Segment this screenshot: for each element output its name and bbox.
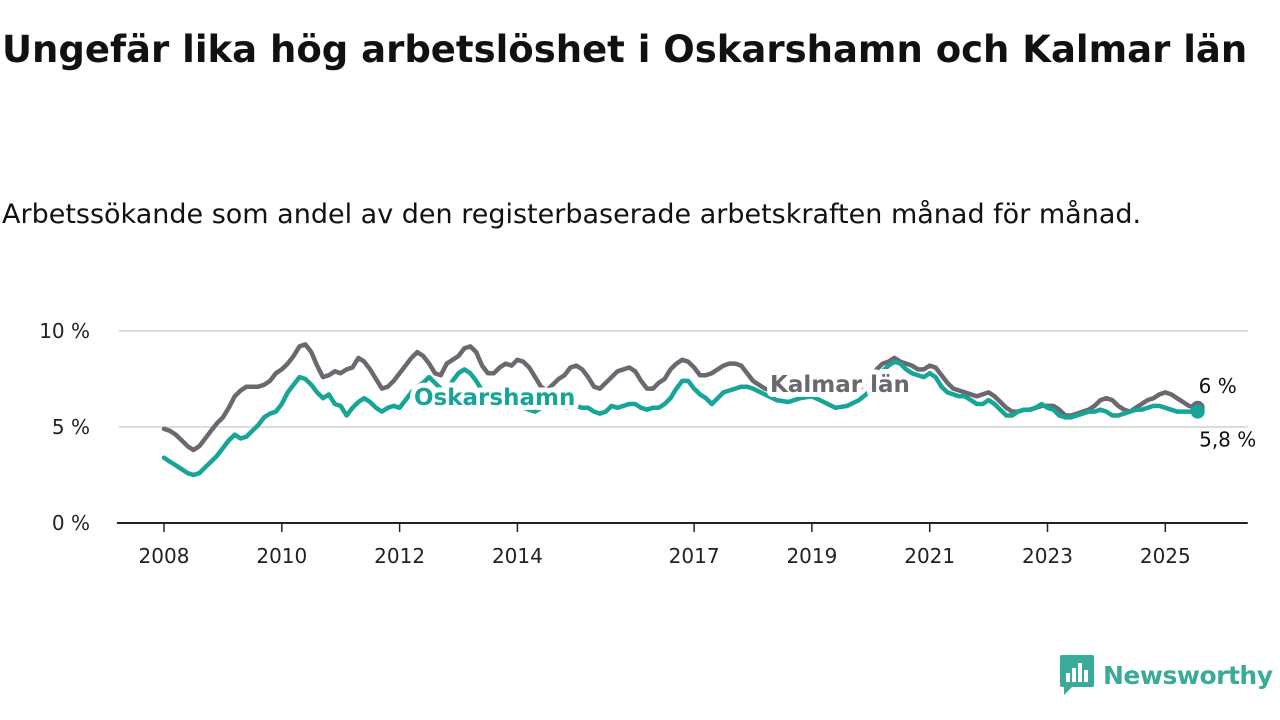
x-tick-label: 2019 <box>786 544 837 568</box>
chart-title: Ungefär lika hög arbetslöshet i Oskarsha… <box>2 28 1248 71</box>
chart-subtitle: Arbetssökande som andel av den registerb… <box>2 199 1142 230</box>
end-value-label-kalmar-lan: 6 % <box>1199 374 1237 398</box>
y-axis-ticks: 0 % 5 % 10 % <box>39 319 90 535</box>
newsworthy-logo-icon <box>1060 655 1094 695</box>
series-labels: Kalmar län Oskarshamn 6 % 5,8 % <box>409 367 1259 454</box>
brand-name: Newsworthy <box>1103 660 1273 690</box>
x-tick-label: 2021 <box>904 544 955 568</box>
newsworthy-logo: Newsworthy <box>1060 654 1273 696</box>
series-lines <box>161 342 1205 478</box>
grid-lines <box>118 330 1248 428</box>
x-tick-label: 2023 <box>1022 544 1073 568</box>
x-axis-ticks: 2008 2010 2012 2014 2017 2019 2021 2023 2025 <box>139 523 1191 568</box>
x-tick-label: 2025 <box>1140 544 1191 568</box>
end-value-label-oskarshamn: 5,8 % <box>1199 428 1256 452</box>
y-tick-label: 5 % <box>52 415 90 439</box>
x-tick-label: 2017 <box>669 544 720 568</box>
series-label-oskarshamn: Oskarshamn <box>414 385 575 411</box>
x-tick-label: 2014 <box>492 544 543 568</box>
y-tick-label: 0 % <box>52 511 90 535</box>
line-chart: 0 %5 %10 % 2008 2010 2012 2014 2017 2019 2021 2… <box>39 319 1259 568</box>
x-tick-label: 2008 <box>139 544 190 568</box>
series-line-oskarshamn <box>161 359 1200 478</box>
y-tick-label: 10 % <box>39 319 90 343</box>
x-tick-label: 2012 <box>374 544 425 568</box>
series-label-kalmar-lan: Kalmar län <box>770 372 910 398</box>
x-tick-label: 2010 <box>256 544 307 568</box>
series-end-point <box>1190 404 1205 419</box>
